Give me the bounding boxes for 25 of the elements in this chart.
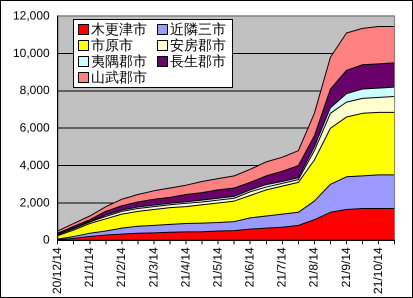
- x-tick-label: 21/2/14: [114, 246, 128, 288]
- x-tick-label: 21/4/14: [178, 246, 192, 288]
- x-tick-label: 21/6/14: [242, 246, 257, 288]
- legend-label: 山武郡市: [91, 69, 147, 85]
- y-tick-label: 10,000: [13, 46, 50, 60]
- legend-label: 市原市: [91, 37, 133, 53]
- x-tick-label: 21/8/14: [306, 246, 321, 288]
- legend-label: 長生郡市: [170, 53, 226, 69]
- x-tick-label: 20/12/14: [50, 246, 64, 294]
- x-tick-label: 21/1/14: [82, 246, 96, 288]
- legend-label: 夷隅郡市: [91, 53, 147, 69]
- y-tick-label: 12,000: [13, 8, 50, 23]
- legend-label: 近隣三市: [170, 21, 226, 37]
- x-tick-label: 21/9/14: [338, 246, 353, 288]
- y-tick-label: 6,000: [20, 120, 50, 135]
- x-tick-label: 21/5/14: [210, 246, 224, 288]
- y-tick-label: 8,000: [20, 83, 50, 98]
- y-tick-label: 4,000: [20, 158, 50, 172]
- x-tick-label: 21/10/14: [370, 246, 385, 294]
- y-tick-label: 0: [43, 232, 50, 247]
- legend-label: 木更津市: [91, 21, 147, 37]
- x-tick-label: 21/7/14: [274, 246, 289, 288]
- legend-label: 安房郡市: [170, 37, 226, 53]
- x-tick-label: 21/3/14: [146, 246, 160, 288]
- y-tick-label: 2,000: [20, 195, 50, 210]
